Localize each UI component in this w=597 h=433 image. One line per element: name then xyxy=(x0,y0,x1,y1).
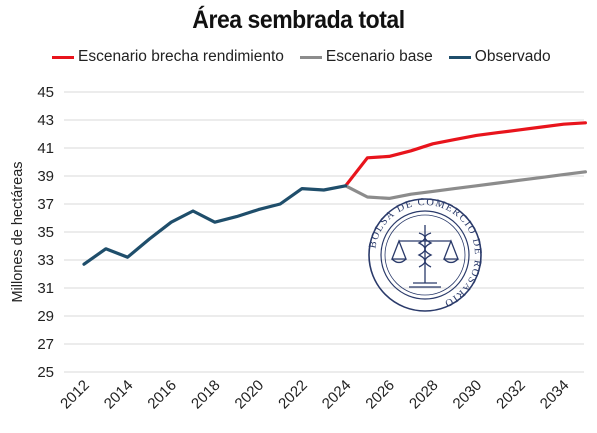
legend-item: Observado xyxy=(448,48,551,66)
scales-icon xyxy=(391,225,459,288)
x-tick-label: 2022 xyxy=(275,377,311,413)
y-tick-label: 27 xyxy=(37,336,54,353)
x-tick-label: 2014 xyxy=(101,377,137,413)
legend-label: Escenario base xyxy=(325,48,433,65)
y-axis: 25 27 29 31 33 35 37 39 41 43 45 xyxy=(37,84,54,381)
chart-title: Área sembrada total xyxy=(192,6,405,34)
series-line-1 xyxy=(344,170,588,200)
x-axis: 2012 2014 2016 2018 2020 2022 2024 2026 2028 2030… xyxy=(57,377,572,413)
x-tick-label: 2012 xyxy=(57,377,93,413)
x-tick-label: 2024 xyxy=(319,377,355,413)
seal-inner-ring xyxy=(380,210,470,300)
x-tick-label: 2032 xyxy=(493,377,529,413)
watermark-seal: BOLSA DE COMERCIO DE ROSARIO xyxy=(367,197,482,312)
y-tick-label: 25 xyxy=(37,364,54,381)
x-tick-label: 2030 xyxy=(450,377,486,413)
y-tick-label: 41 xyxy=(37,140,54,157)
legend-swatch xyxy=(448,55,471,59)
legend-item: Escenario brecha rendimiento xyxy=(52,48,284,66)
x-tick-label: 2034 xyxy=(537,377,573,413)
series-layer xyxy=(82,121,588,266)
y-tick-label: 37 xyxy=(37,196,54,213)
y-tick-label: 35 xyxy=(37,224,54,241)
legend-label: Escenario brecha rendimiento xyxy=(78,48,284,65)
legend-swatch xyxy=(299,55,322,59)
x-tick-label: 2028 xyxy=(406,377,442,413)
x-tick-label: 2016 xyxy=(144,377,180,413)
x-tick-label: 2020 xyxy=(232,377,268,413)
legend-swatch xyxy=(52,55,74,59)
x-tick-label: 2026 xyxy=(362,377,398,413)
y-axis-title: Millones de hectáreas xyxy=(10,161,26,302)
y-tick-label: 31 xyxy=(37,280,54,297)
seal-core-ring xyxy=(384,214,466,296)
grid-layer xyxy=(64,91,584,373)
y-tick-label: 39 xyxy=(37,168,54,185)
legend-label: Observado xyxy=(474,48,551,65)
y-tick-label: 45 xyxy=(37,84,54,101)
legend: Escenario brecha rendimiento Escenario ba… xyxy=(52,46,567,68)
y-tick-label: 33 xyxy=(37,252,54,269)
y-tick-label: 29 xyxy=(37,308,54,325)
x-tick-label: 2018 xyxy=(188,377,224,413)
legend-item: Escenario base xyxy=(299,48,433,66)
series-line-0 xyxy=(344,121,588,188)
series-line-2 xyxy=(82,184,348,266)
seal-outer-ring xyxy=(368,198,482,312)
y-tick-label: 43 xyxy=(37,112,54,129)
